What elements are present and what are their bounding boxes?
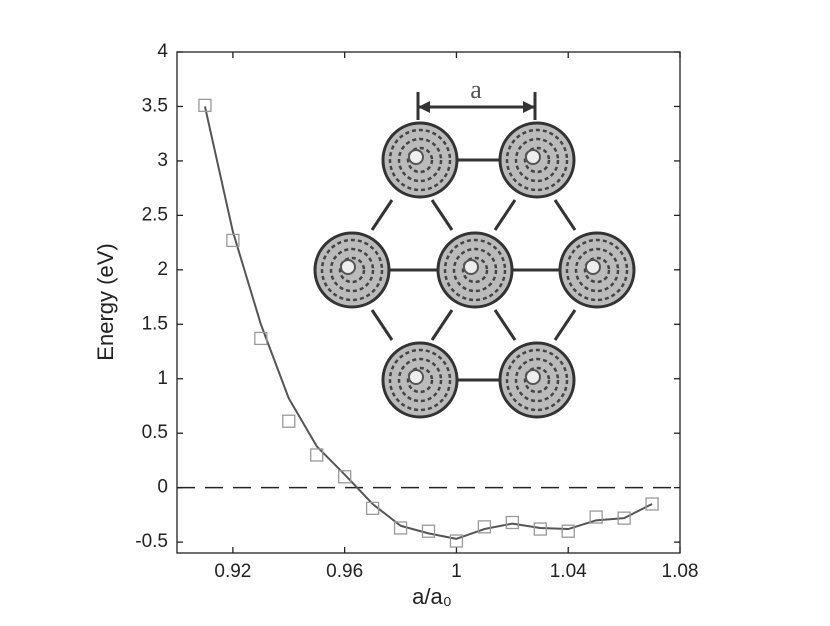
y-tick-label: 4 [157,41,168,62]
data-point [338,470,352,484]
data-point [505,515,519,530]
y-axis-label: Energy (eV) [93,243,118,360]
data-point [310,448,324,462]
fullerene-ring [523,366,551,394]
data-point [198,98,212,113]
data-point [393,521,408,535]
fullerene-ring [338,256,366,284]
y-tick-label: 3 [157,150,168,171]
y-tick-label: 1.5 [142,313,168,334]
fullerene-ring [406,146,434,174]
data-point [589,510,603,524]
x-tick-label: 1 [451,561,462,582]
fullerene-core [525,149,541,165]
y-tick-label: -0.5 [135,531,168,552]
fullerene-ring [329,247,375,293]
fullerene-ring [388,348,452,412]
annotation: a [470,75,482,104]
fullerene-ring [397,137,443,183]
x-tick-label: 0.96 [326,561,363,582]
fullerene-core [408,149,424,165]
fullerene-ring [523,146,551,174]
fullerene-core [408,369,424,385]
x-tick-label: 1.04 [550,561,587,582]
y-tick-label: 2 [157,259,168,280]
inset [313,92,636,419]
x-axis-label: a/a₀ [412,584,452,609]
y-tick-label: 0 [157,477,168,498]
data-point [365,501,380,515]
curve [203,106,653,540]
data-point [254,331,268,346]
fullerene-core [340,259,356,275]
fullerene-ring [514,357,560,403]
fullerene-core [525,369,541,385]
fullerene-ring [443,238,507,302]
x-tick-label: 1.08 [662,561,699,582]
fullerene-ring [514,137,560,183]
fullerene-ring [583,256,611,284]
fullerene-ring [565,238,629,302]
y-tick-label: 0.5 [142,422,168,443]
fullerene-ring [505,348,569,412]
plot-frame [176,51,681,554]
fullerene-ring [574,247,620,293]
data-point [617,511,631,525]
fullerene-ring [397,357,443,403]
fullerene-core [463,259,479,275]
fullerene-ring [388,128,452,192]
fullerene-ring [320,238,384,302]
data-point [477,520,492,534]
y-tick-label: 3.5 [142,95,168,116]
fullerene-ring [452,247,498,293]
y-tick-label: 2.5 [142,204,168,225]
fullerene-ring [406,366,434,394]
data-point [226,233,240,248]
x-tick-label: 0.92 [214,561,251,582]
data-point [561,524,575,538]
data-point [533,522,547,536]
data-point [421,524,436,538]
data-point [449,534,464,548]
data-point [645,497,659,511]
y-tick-label: 1 [157,368,168,389]
fullerene-core [585,259,601,275]
fullerene-ring [461,256,489,284]
fullerene-ring [505,128,569,192]
data-point [282,414,296,428]
